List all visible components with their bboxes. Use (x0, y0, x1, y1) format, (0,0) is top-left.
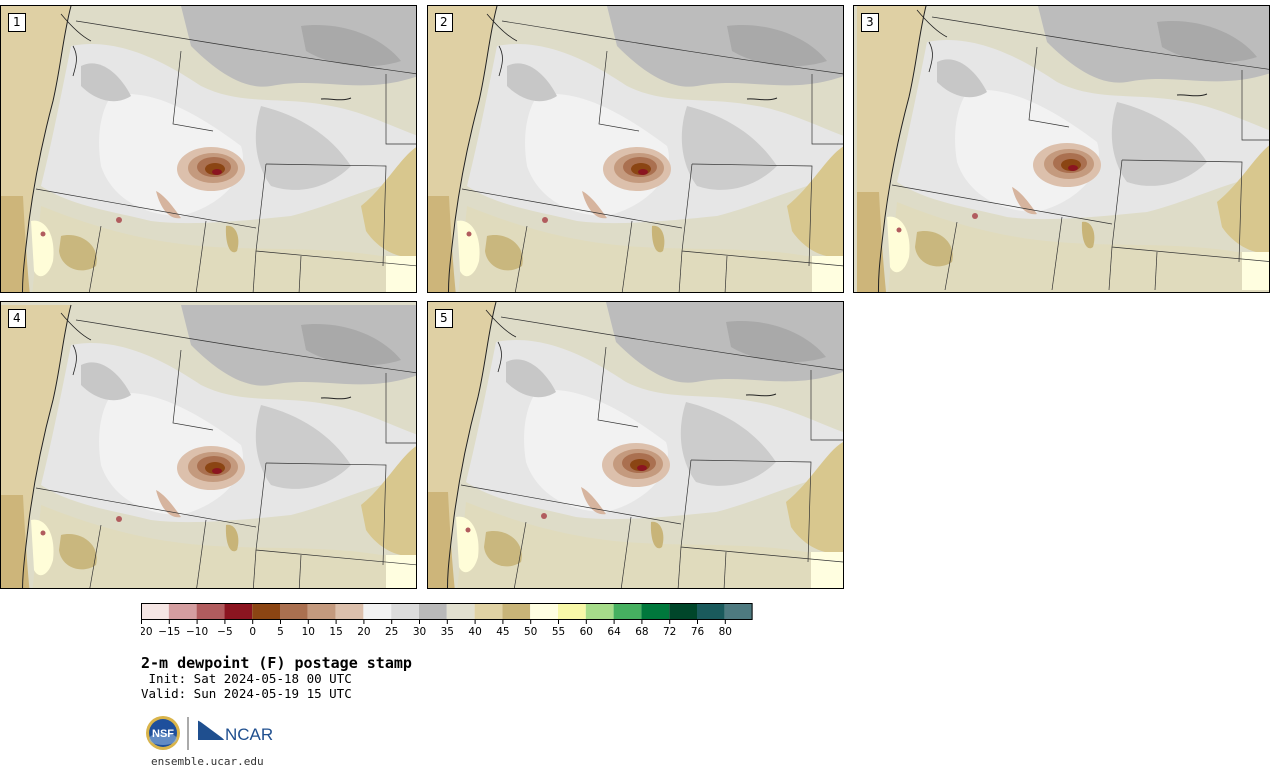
colorbar-tick-label: 0 (249, 626, 256, 638)
colorbar-swatch (530, 603, 558, 620)
colorbar-tick-label: 35 (441, 626, 454, 638)
colorbar-tick-label: 30 (413, 626, 426, 638)
colorbar-tick-label: 45 (496, 626, 509, 638)
map-panel: 3 (853, 5, 1270, 293)
colorbar-tick-label: 10 (302, 626, 315, 638)
colorbar-tick-label: −15 (158, 626, 180, 638)
colorbar: −20 −15 −10 −5 0 5 10 15 20 25 30 35 40 45 50 55 60 64 68 7… (141, 603, 753, 638)
colorbar-swatch (641, 603, 670, 620)
panel-number: 4 (8, 309, 26, 328)
nsf-ncar-logo: NSF NCAR (146, 716, 273, 750)
nsf-text: NSF (152, 728, 174, 740)
colorbar-tick-label: −5 (217, 626, 232, 638)
colorbar-swatch (196, 603, 225, 620)
colorbar-swatch (697, 603, 725, 620)
init-time: Init: Sat 2024-05-18 00 UTC (141, 671, 352, 686)
colorbar-swatch (307, 603, 336, 620)
colorbar-tick-label: 68 (635, 626, 648, 638)
map-panel: 1 (0, 5, 417, 293)
colorbar-swatch (335, 603, 364, 620)
colorbar-tick-label: 5 (277, 626, 284, 638)
ncar-mark-icon (197, 719, 226, 741)
colorbar-tick-label: 40 (468, 626, 481, 638)
chart-title: 2-m dewpoint (F) postage stamp (141, 654, 412, 672)
colorbar-swatch (585, 603, 614, 620)
map-panel: 5 (427, 301, 844, 589)
colorbar-swatch (280, 603, 308, 620)
colorbar-swatch (613, 603, 642, 620)
map-panel: 2 (427, 5, 844, 293)
colorbar-swatch (252, 603, 280, 620)
ncar-text: NCAR (225, 725, 273, 744)
colorbar-swatch (724, 603, 753, 620)
nsf-seal-icon: NSF (146, 716, 180, 750)
colorbar-swatch (502, 603, 531, 620)
colorbar-swatch (419, 603, 447, 620)
panel-number: 5 (435, 309, 453, 328)
colorbar-swatch (363, 603, 392, 620)
colorbar-swatch (446, 603, 475, 620)
colorbar-swatch (224, 603, 253, 620)
colorbar-tick-label: 25 (385, 626, 398, 638)
website-url: ensemble.ucar.edu (151, 755, 264, 768)
colorbar-swatch (474, 603, 503, 620)
map-panel: 4 (0, 301, 417, 589)
colorbar-tick-label: −10 (186, 626, 208, 638)
colorbar-swatch (168, 603, 197, 620)
colorbar-swatch (558, 603, 586, 620)
colorbar-swatch (141, 603, 169, 620)
panel-number: 2 (435, 13, 453, 32)
colorbar-tick-label: 64 (607, 626, 621, 638)
colorbar-tick-label: 80 (719, 626, 732, 638)
colorbar-tick-label: 60 (580, 626, 593, 638)
colorbar-outline (141, 603, 753, 620)
colorbar-tick-label: 20 (357, 626, 370, 638)
colorbar-tick-label: 15 (329, 626, 342, 638)
colorbar-tick-label: 76 (691, 626, 705, 638)
colorbar-tick-label: −20 (141, 626, 153, 638)
panel-number: 3 (861, 13, 879, 32)
valid-time: Valid: Sun 2024-05-19 15 UTC (141, 686, 352, 701)
colorbar-swatch (669, 603, 697, 620)
panel-number: 1 (8, 13, 26, 32)
colorbar-tick-label: 72 (663, 626, 676, 638)
colorbar-tick-label: 50 (524, 626, 537, 638)
colorbar-swatch (391, 603, 419, 620)
colorbar-tick-label: 55 (552, 626, 565, 638)
